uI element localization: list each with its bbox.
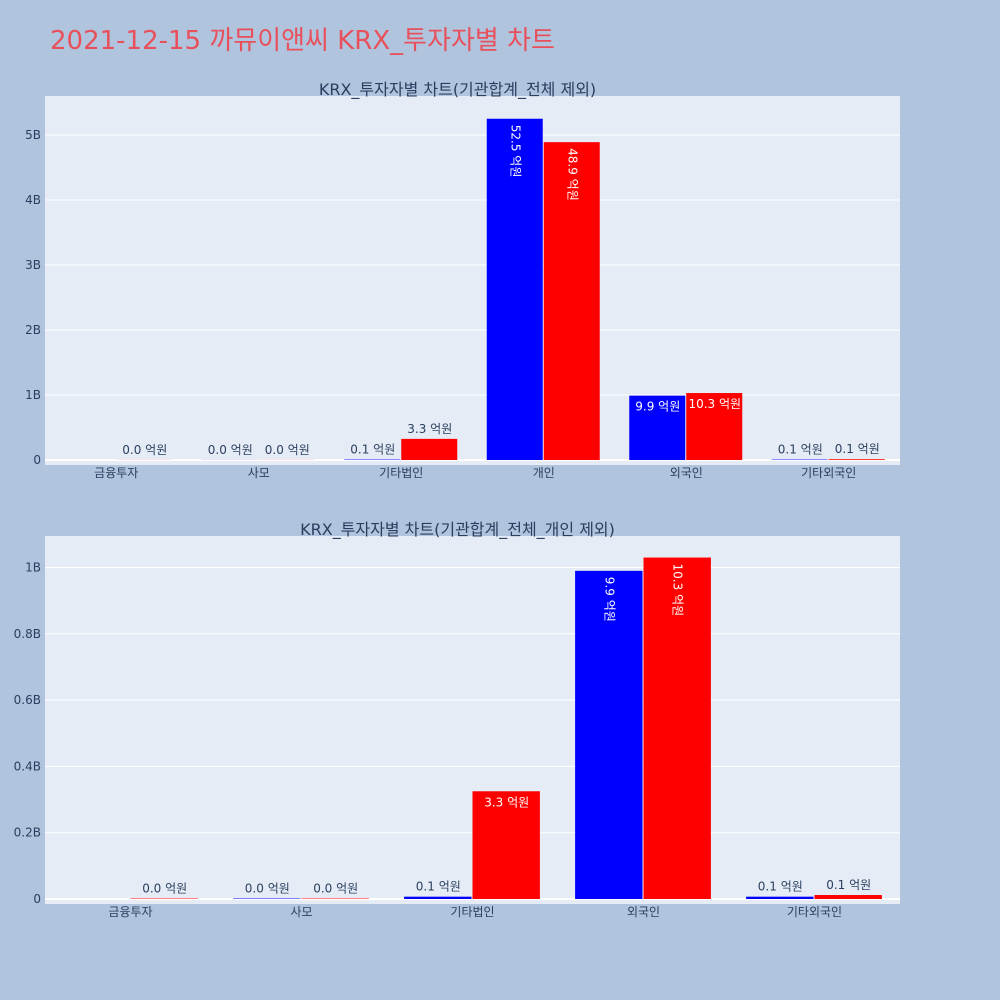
page-title: 2021-12-15 까뮤이앤씨 KRX_투자자별 차트 — [50, 26, 555, 56]
chart-1-plot-area — [45, 96, 900, 465]
data-label: 0.0 억원 — [208, 443, 253, 457]
y-tick-label: 5B — [25, 128, 41, 142]
y-tick-label: 0 — [33, 892, 41, 906]
x-tick-label: 기타법인 — [379, 466, 423, 480]
y-tick-label: 0.4B — [14, 759, 41, 773]
x-tick-label: 기타외국인 — [801, 466, 856, 480]
y-tick-label: 4B — [25, 193, 41, 207]
data-label: 48.9 억원 — [565, 148, 579, 201]
data-label: 9.9 억원 — [602, 577, 616, 622]
x-tick-label: 기타법인 — [450, 905, 494, 919]
data-label: 0.1 억원 — [758, 880, 803, 894]
data-label: 0.0 억원 — [313, 882, 358, 896]
y-tick-label: 0.8B — [14, 627, 41, 641]
bar — [814, 895, 882, 899]
data-label: 0.0 억원 — [265, 443, 310, 457]
y-tick-label: 2B — [25, 323, 41, 337]
y-tick-label: 3B — [25, 258, 41, 272]
bar — [543, 142, 600, 460]
data-label: 0.1 억원 — [350, 443, 395, 457]
x-tick-label: 외국인 — [627, 905, 660, 919]
bar — [746, 896, 814, 899]
y-tick-label: 0.6B — [14, 693, 41, 707]
data-label: 0.1 억원 — [835, 442, 880, 456]
chart-2-bars: 0.0 억원 0.0 억원 0.0 억원 0.1 억원 3.3 억원 9.9 억원 10.3… — [130, 557, 882, 899]
x-tick-label: 기타외국인 — [787, 905, 842, 919]
data-label: 0.0 억원 — [122, 443, 167, 457]
x-tick-label: 개인 — [533, 466, 555, 480]
chart-2-ticks: 0 0.2B 0.4B 0.6B 0.8B 1B 금융투자 사모 기타법인 외국인 기타외국인 — [14, 560, 842, 919]
bar — [472, 791, 540, 899]
chart-1-title: KRX_투자자별 차트(기관합계_전체 제외) — [319, 80, 596, 100]
data-label: 10.3 억원 — [688, 397, 741, 411]
x-tick-label: 사모 — [248, 466, 270, 480]
data-label: 0.1 억원 — [826, 878, 871, 892]
chart-1-gridlines — [45, 134, 900, 461]
data-label: 3.3 억원 — [407, 422, 452, 436]
x-tick-label: 외국인 — [670, 466, 703, 480]
bar — [686, 393, 743, 460]
chart-2-title: KRX_투자자별 차트(기관합계_전체_개인 제외) — [300, 520, 615, 540]
data-label: 0.0 억원 — [245, 882, 290, 896]
bar — [643, 557, 711, 899]
x-tick-label: 금융투자 — [108, 905, 152, 919]
data-label: 9.9 억원 — [635, 400, 680, 414]
bar — [486, 118, 543, 460]
bar — [401, 438, 458, 460]
data-label: 0.0 억원 — [142, 882, 187, 896]
bar — [828, 459, 885, 460]
data-label: 0.1 억원 — [778, 443, 823, 457]
chart-1: 0.0 억원 0.0 억원 0.0 억원 0.1 억원 3.3 억원 52.5 억원 48.… — [25, 80, 900, 480]
y-tick-label: 0.2B — [14, 826, 41, 840]
bar — [404, 896, 472, 899]
x-tick-label: 사모 — [290, 905, 312, 919]
chart-1-ticks: 0 1B 2B 3B 4B 5B 금융투자 사모 기타법인 개인 외국인 기타외국인 — [25, 128, 856, 480]
y-tick-label: 1B — [25, 388, 41, 402]
data-label: 10.3 억원 — [671, 564, 685, 617]
y-tick-label: 0 — [33, 453, 41, 467]
y-tick-label: 1B — [25, 560, 41, 574]
data-label: 3.3 억원 — [484, 795, 529, 809]
chart-1-bars: 0.0 억원 0.0 억원 0.0 억원 0.1 억원 3.3 억원 52.5 억원 48.… — [116, 118, 885, 460]
bar — [575, 570, 643, 899]
data-label: 52.5 억원 — [508, 125, 522, 178]
bar — [629, 395, 686, 460]
data-label: 0.1 억원 — [416, 880, 461, 894]
chart-2: 0.0 억원 0.0 억원 0.0 억원 0.1 억원 3.3 억원 9.9 억원 10.3… — [14, 520, 900, 919]
x-tick-label: 금융투자 — [94, 466, 138, 480]
